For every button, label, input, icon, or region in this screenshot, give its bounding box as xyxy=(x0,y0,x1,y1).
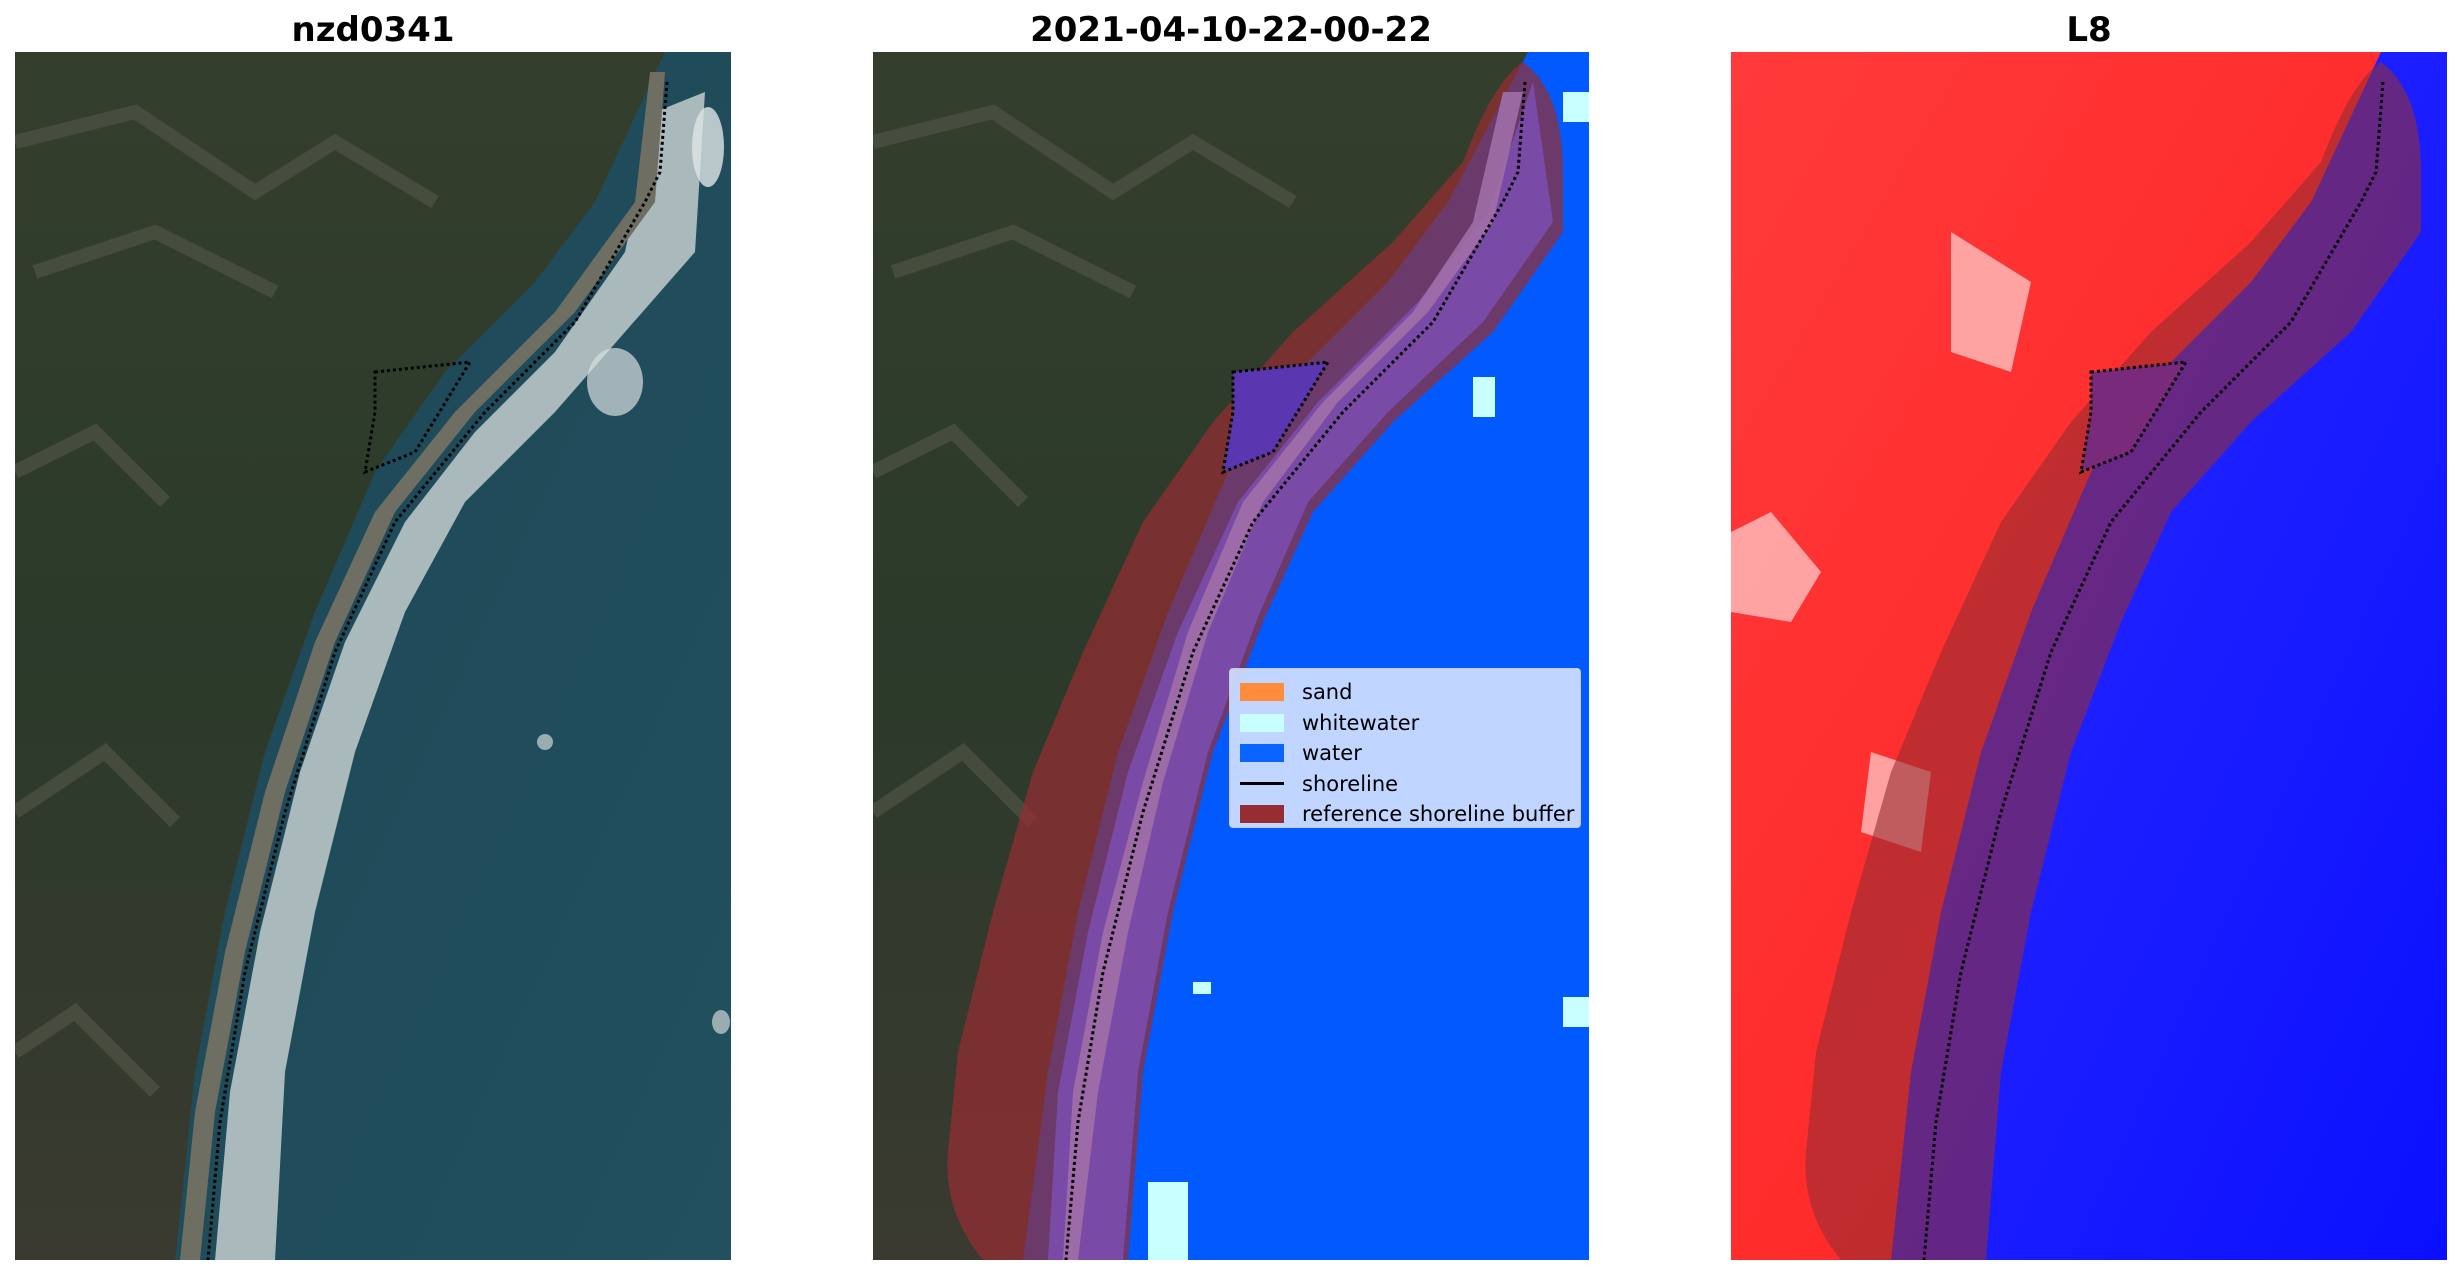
legend-label: water xyxy=(1302,741,1362,766)
legend-label: sand xyxy=(1302,680,1353,705)
legend-item-buffer: reference shoreline buffer xyxy=(1240,799,1574,830)
panel-title-1: nzd0341 xyxy=(291,10,455,50)
legend-item-shoreline: shoreline xyxy=(1240,769,1570,800)
index-image xyxy=(1731,52,2447,1260)
legend: sand whitewater water shoreline referenc… xyxy=(1229,668,1581,828)
bright-land-streaks xyxy=(1731,232,2031,852)
panel-title-3: L8 xyxy=(2066,10,2112,50)
whitewater-class-patch xyxy=(1148,1182,1188,1260)
legend-label: reference shoreline buffer xyxy=(1302,802,1575,827)
hill-ridges xyxy=(15,104,439,1097)
lagoon-outline xyxy=(2079,360,2189,475)
whitewater-class-patch xyxy=(1193,982,1211,994)
whitewater-class-patch xyxy=(1473,377,1495,417)
legend-item-sand: sand xyxy=(1240,677,1570,708)
legend-swatch-buffer xyxy=(1240,805,1284,824)
legend-label: shoreline xyxy=(1302,771,1399,796)
panel-title-2: 2021-04-10-22-00-22 xyxy=(1030,10,1432,50)
classification-image xyxy=(873,52,1589,1260)
foam-spot xyxy=(537,734,553,750)
foam-spot xyxy=(712,1010,730,1034)
lagoon-outline xyxy=(1221,360,1331,475)
surf-band xyxy=(215,92,705,1260)
whitewater-class-patch xyxy=(1563,997,1589,1027)
foam-spot xyxy=(692,107,724,187)
legend-swatch-whitewater xyxy=(1240,713,1284,732)
foam-spot xyxy=(587,348,643,416)
hill-ridges xyxy=(873,104,1297,827)
legend-swatch-shoreline xyxy=(1240,782,1284,786)
whitewater-class-patch xyxy=(1563,92,1589,122)
legend-swatch-water xyxy=(1240,744,1284,763)
buffer-sand-overlap xyxy=(1063,92,1523,1260)
legend-swatch-sand xyxy=(1240,683,1284,702)
legend-item-water: water xyxy=(1240,738,1570,769)
shoreline xyxy=(206,81,669,1260)
legend-label: whitewater xyxy=(1302,710,1420,735)
reference-shoreline-buffer xyxy=(1805,62,2421,1260)
shoreline xyxy=(1064,81,1527,1260)
satellite-rgb-image xyxy=(15,52,731,1260)
lagoon-outline xyxy=(363,360,473,475)
legend-item-whitewater: whitewater xyxy=(1240,708,1570,739)
shoreline xyxy=(1922,81,2385,1260)
